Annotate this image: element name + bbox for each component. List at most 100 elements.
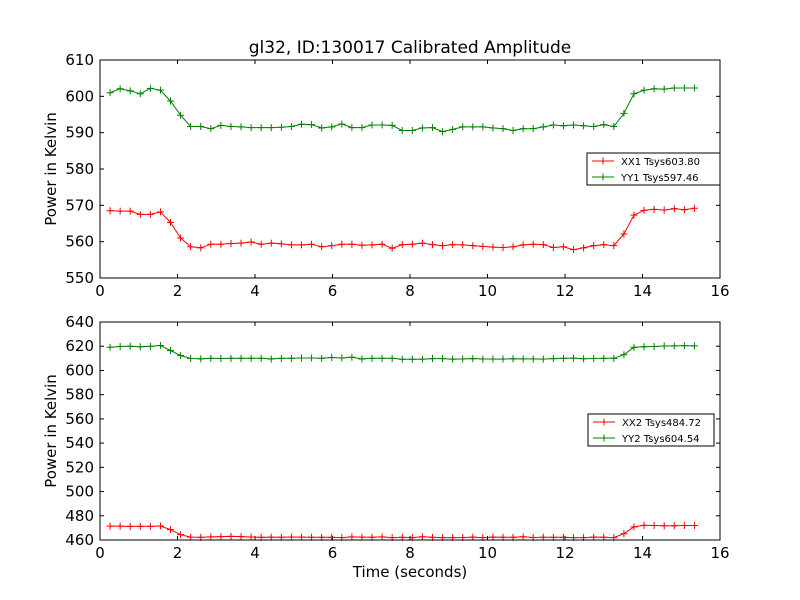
data-point [509, 355, 517, 363]
data-point [136, 522, 144, 530]
data-point [358, 241, 366, 249]
x-tick-label: 0 [95, 544, 105, 562]
series-2 [106, 341, 698, 363]
data-point [106, 343, 114, 351]
data-point [277, 240, 285, 248]
data-point [328, 123, 336, 131]
y-tick-label: 480 [65, 507, 94, 525]
plot-frame [99, 321, 721, 541]
data-point [640, 521, 648, 529]
data-point [177, 352, 185, 360]
data-point [287, 241, 295, 249]
data-point [428, 355, 436, 363]
legend-marker [599, 173, 607, 181]
x-tick-label: 2 [173, 544, 183, 562]
data-point [559, 243, 567, 251]
data-point [549, 121, 557, 129]
data-point [277, 123, 285, 131]
data-point [519, 241, 527, 249]
data-point [267, 533, 275, 541]
data-point [620, 109, 628, 117]
data-point [428, 241, 436, 249]
chart-panel-1: gl32, ID:130017 Calibrated Amplitude 0 2 4 6… [42, 38, 730, 300]
data-point [116, 85, 124, 93]
data-point [267, 124, 275, 132]
data-point [418, 124, 426, 132]
data-point [308, 354, 316, 362]
data-point [328, 353, 336, 361]
data-point [680, 521, 688, 529]
data-point [156, 86, 164, 94]
data-point [600, 354, 608, 362]
x-tick-label: 12 [555, 282, 574, 300]
data-point [519, 533, 527, 541]
data-point [559, 354, 567, 362]
data-point [650, 521, 658, 529]
data-point [338, 120, 346, 128]
data-point [660, 206, 668, 214]
data-point [378, 121, 386, 129]
data-point [106, 89, 114, 97]
data-point [146, 342, 154, 350]
data-point [368, 354, 376, 362]
data-point [529, 355, 537, 363]
legend-box [586, 152, 721, 186]
data-point [116, 342, 124, 350]
legend-marker [600, 418, 608, 426]
data-point [197, 244, 205, 252]
y-axis-label: Power in Kelvin [42, 374, 60, 488]
data-point [398, 126, 406, 134]
data-point [620, 351, 628, 359]
data-point [640, 206, 648, 214]
data-point [479, 242, 487, 250]
data-point [408, 240, 416, 248]
data-point [398, 241, 406, 249]
data-point [469, 533, 477, 541]
x-tick-label: 12 [555, 544, 574, 562]
data-point [287, 122, 295, 130]
data-point [439, 128, 447, 136]
data-point [126, 342, 134, 350]
data-point [690, 342, 698, 350]
data-point [590, 242, 598, 250]
legend-marker [599, 157, 607, 165]
chart-title: gl32, ID:130017 Calibrated Amplitude [249, 38, 571, 58]
data-point [449, 355, 457, 363]
x-tick-label: 14 [633, 282, 652, 300]
y-tick-label: 550 [65, 269, 94, 287]
data-point [267, 239, 275, 247]
data-point [217, 354, 225, 362]
data-point [156, 341, 164, 349]
legend: XX2 Tsys484.72 YY2 Tsys604.54 [587, 413, 715, 447]
data-point [580, 122, 588, 130]
data-point [489, 533, 497, 541]
data-point [660, 522, 668, 530]
series-1 [106, 204, 698, 254]
data-point [247, 533, 255, 541]
data-point [499, 355, 507, 363]
data-point [690, 521, 698, 529]
data-point [126, 207, 134, 215]
data-point [388, 121, 396, 129]
data-point [670, 522, 678, 530]
data-point [177, 234, 185, 242]
data-point [247, 354, 255, 362]
x-tick-label: 10 [478, 282, 497, 300]
data-point [539, 355, 547, 363]
data-point [227, 239, 235, 247]
data-point [650, 85, 658, 93]
data-point [217, 240, 225, 248]
data-point [318, 354, 326, 362]
data-point [610, 354, 618, 362]
data-point [177, 531, 185, 539]
data-point [207, 533, 215, 541]
data-point [469, 355, 477, 363]
data-point [439, 355, 447, 363]
data-point [489, 355, 497, 363]
data-point [348, 533, 356, 541]
legend-marker [600, 434, 608, 442]
data-point [227, 122, 235, 130]
data-point [600, 241, 608, 249]
data-point [167, 97, 175, 105]
